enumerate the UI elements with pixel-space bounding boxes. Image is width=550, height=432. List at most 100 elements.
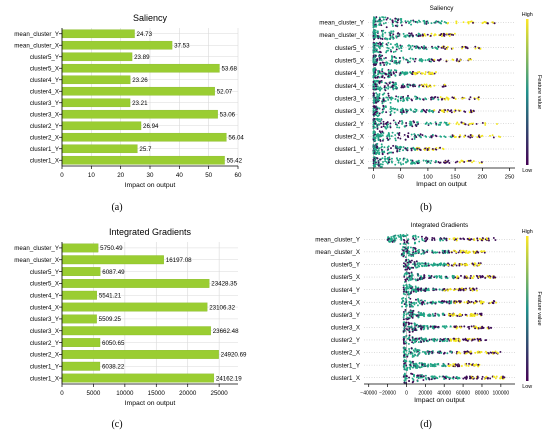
ig-swarm-point <box>415 367 418 369</box>
ig-swarm-point <box>464 363 467 365</box>
ig-swarm-point <box>407 263 410 265</box>
saliency-swarm-point <box>387 47 390 50</box>
saliency-swarm-point <box>434 159 437 162</box>
saliency-swarm-point <box>455 59 458 62</box>
ig-bar-ytick-label: cluster1_X <box>30 375 59 382</box>
ig-bar-bar <box>61 350 219 359</box>
saliency-swarm-point <box>380 59 383 61</box>
ig-swarm-point <box>404 361 407 364</box>
ig-swarm-point <box>417 341 420 344</box>
ig-swarm-point <box>411 302 414 305</box>
saliency-swarm-point <box>396 45 399 48</box>
saliency-swarm-point <box>386 121 388 124</box>
saliency-swarm-point <box>394 24 397 27</box>
saliency-swarm-point <box>414 85 417 88</box>
ig-swarm-point <box>400 238 403 241</box>
saliency-swarm-point <box>439 96 442 99</box>
ig-swarm-point <box>402 292 405 295</box>
saliency-swarm-point <box>417 133 420 136</box>
saliency-swarm-point <box>411 48 413 51</box>
saliency-swarm-point <box>425 122 428 125</box>
ig-swarm-point <box>403 356 406 359</box>
saliency-swarm-point <box>400 163 403 166</box>
ig-swarm-point <box>470 313 473 316</box>
ig-swarm-point <box>405 248 407 251</box>
ig-swarm-point <box>428 350 431 353</box>
saliency-swarm-point <box>381 61 384 64</box>
saliency-swarm-point <box>379 54 382 57</box>
saliency-swarm-point <box>413 121 416 124</box>
saliency-bar-ytick-label: cluster1_X <box>30 158 59 165</box>
ig-swarm-point <box>445 275 448 278</box>
ig-swarm-point <box>420 275 422 278</box>
ig-swarm-point <box>418 248 420 251</box>
saliency-swarm-point <box>401 122 404 125</box>
saliency-swarm-point <box>455 20 458 23</box>
saliency-swarm-point <box>381 134 384 137</box>
saliency-swarm-point <box>403 133 406 136</box>
saliency-swarm-point <box>374 126 376 129</box>
saliency-swarm-point <box>451 47 454 50</box>
ig-swarm-point <box>423 326 426 328</box>
ig-swarm-point <box>421 363 424 366</box>
ig-bar-data-label: 24920.69 <box>221 352 247 359</box>
saliency-swarm-point <box>478 161 481 164</box>
ig-swarm-point <box>446 352 449 355</box>
saliency-swarm-point <box>402 95 405 98</box>
saliency-swarm-point <box>395 71 398 74</box>
ig-swarm-point <box>402 249 405 252</box>
ig-swarm-point <box>487 352 490 355</box>
ig-swarm-point <box>469 277 472 280</box>
ig-swarm-point <box>468 250 471 253</box>
saliency-swarm-point <box>418 84 421 87</box>
ig-swarm-point <box>408 301 411 304</box>
ig-swarm-point <box>477 327 480 330</box>
ig-bar-data-label: 5509.25 <box>99 316 122 323</box>
ig-swarm-point <box>460 365 463 367</box>
saliency-swarm-point <box>372 87 375 90</box>
saliency-swarm-point <box>412 58 415 61</box>
ig-swarm-point <box>414 235 417 238</box>
saliency-swarm-point <box>422 98 425 101</box>
ig-bar-data-label: 5541.21 <box>99 293 122 300</box>
ig-swarm-point <box>452 289 455 292</box>
ig-swarm-point <box>432 251 435 254</box>
ig-swarm-point <box>408 327 411 330</box>
ig-swarm-point <box>413 238 416 241</box>
ig-swarm-point <box>431 375 434 378</box>
ig-swarm-point <box>411 315 414 318</box>
ig-swarm-point <box>405 299 408 302</box>
ig-swarm-point <box>440 237 443 240</box>
ig-swarm-point <box>437 325 440 328</box>
ig-swarm-point <box>406 261 409 264</box>
saliency-swarm-point <box>385 63 388 66</box>
ig-swarm-point <box>402 265 405 268</box>
saliency-bar-bar <box>61 121 142 131</box>
saliency-swarm-point <box>413 137 416 140</box>
ig-swarm-point <box>400 302 403 304</box>
ig-swarm-point <box>453 339 455 342</box>
saliency-swarm-point <box>380 42 383 45</box>
saliency-swarm-point <box>442 148 445 151</box>
saliency-swarm-point <box>481 134 484 137</box>
ig-swarm-point <box>410 313 413 315</box>
saliency-swarm-point <box>445 21 448 24</box>
saliency-swarm-point <box>477 96 480 99</box>
ig-swarm-point <box>417 349 420 352</box>
saliency-swarm-point <box>443 161 446 164</box>
ig-swarm-point <box>413 350 416 353</box>
ig-swarm-point <box>417 235 420 238</box>
saliency-swarm-point <box>418 148 421 151</box>
saliency-swarm-point <box>435 146 438 149</box>
saliency-swarm-point <box>425 22 428 25</box>
saliency-swarm-point <box>375 88 377 91</box>
ig-swarm-point <box>411 330 414 333</box>
saliency-swarm-point <box>407 44 410 47</box>
ig-swarm-point <box>412 379 415 381</box>
ig-swarm-point <box>402 316 405 319</box>
saliency-swarm-point <box>383 76 386 79</box>
saliency-swarm-point <box>374 133 376 136</box>
ig-swarm-point <box>427 264 430 267</box>
ig-swarm-point <box>405 375 408 377</box>
ig-swarm-point <box>442 375 445 378</box>
